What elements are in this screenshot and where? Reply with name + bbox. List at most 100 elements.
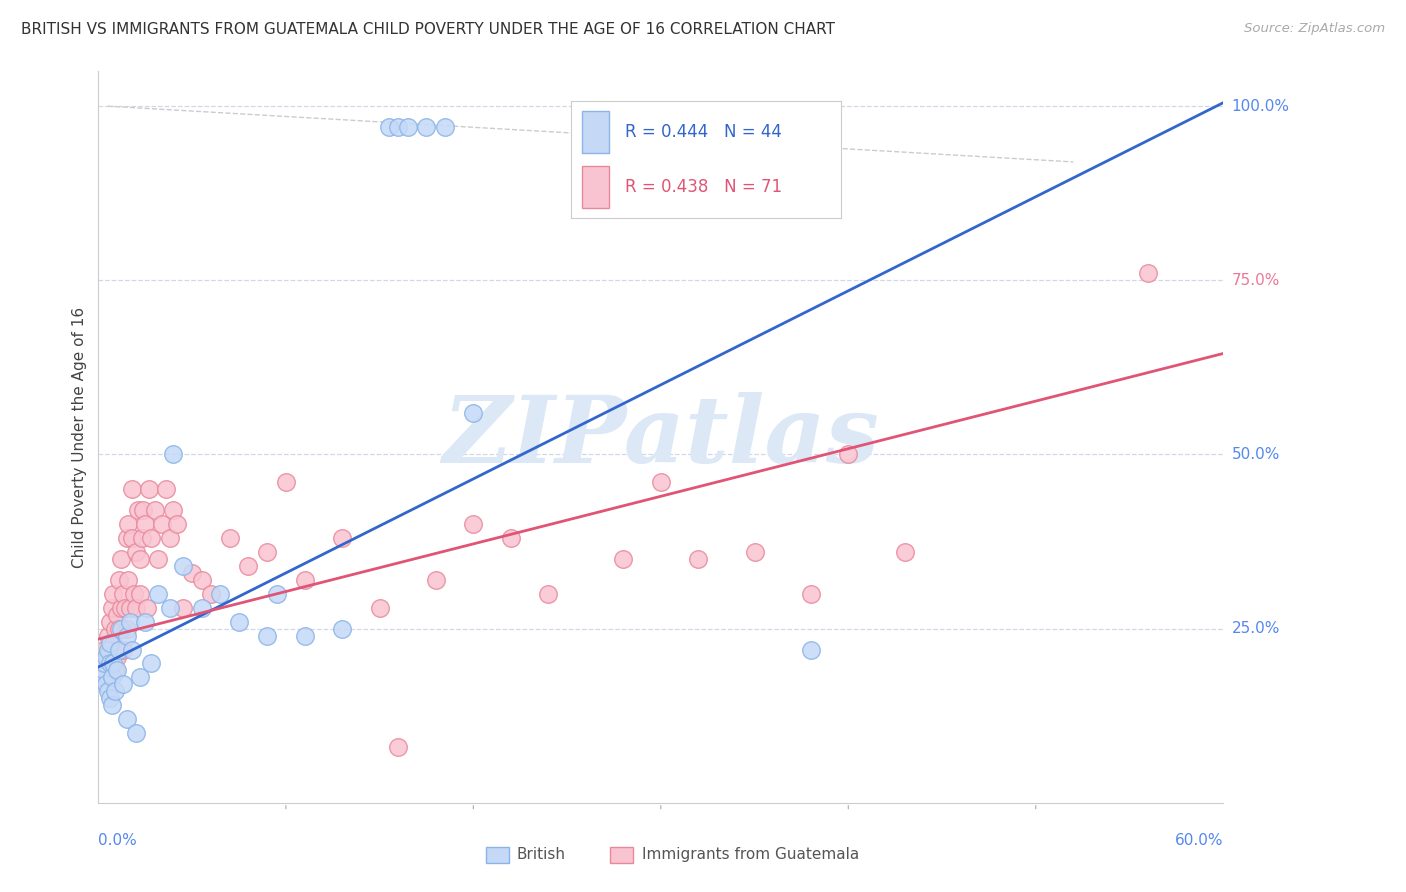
Point xyxy=(108,622,131,636)
Point xyxy=(100,657,122,671)
Point xyxy=(97,684,120,698)
Point xyxy=(104,684,127,698)
Point xyxy=(166,517,188,532)
Point xyxy=(132,503,155,517)
Point xyxy=(120,600,142,615)
Text: British: British xyxy=(517,847,565,862)
Point xyxy=(134,615,156,629)
Text: Source: ZipAtlas.com: Source: ZipAtlas.com xyxy=(1244,22,1385,36)
Point xyxy=(104,622,127,636)
Point xyxy=(110,600,132,615)
Point xyxy=(136,600,159,615)
Point xyxy=(115,712,138,726)
Point xyxy=(108,573,131,587)
Point xyxy=(148,587,170,601)
Point xyxy=(103,657,125,671)
Point xyxy=(612,552,634,566)
Point xyxy=(378,120,401,134)
Point xyxy=(103,587,125,601)
Point xyxy=(111,587,134,601)
Point xyxy=(125,545,148,559)
Point xyxy=(148,552,170,566)
Text: Immigrants from Guatemala: Immigrants from Guatemala xyxy=(641,847,859,862)
Text: 0.0%: 0.0% xyxy=(98,833,138,848)
Point xyxy=(121,483,143,497)
Point xyxy=(139,657,162,671)
Point xyxy=(114,600,136,615)
Point xyxy=(368,600,391,615)
Point xyxy=(105,649,128,664)
Point xyxy=(139,531,162,545)
Point xyxy=(190,600,212,615)
Point xyxy=(181,566,204,580)
Point xyxy=(98,657,121,671)
Point xyxy=(893,545,915,559)
Point xyxy=(103,635,125,649)
Point xyxy=(97,629,120,643)
Point xyxy=(131,531,153,545)
Point xyxy=(98,635,121,649)
Point xyxy=(100,698,122,713)
Point xyxy=(115,622,138,636)
Point xyxy=(159,600,181,615)
Text: BRITISH VS IMMIGRANTS FROM GUATEMALA CHILD POVERTY UNDER THE AGE OF 16 CORRELATI: BRITISH VS IMMIGRANTS FROM GUATEMALA CHI… xyxy=(21,22,835,37)
Point xyxy=(111,642,134,657)
Point xyxy=(97,642,120,657)
Text: 75.0%: 75.0% xyxy=(1232,273,1279,288)
Point xyxy=(1137,266,1160,280)
Point xyxy=(125,600,148,615)
Point xyxy=(650,475,672,490)
Point xyxy=(105,664,128,678)
Point xyxy=(155,483,177,497)
Point xyxy=(108,642,131,657)
Point xyxy=(415,120,437,134)
Point xyxy=(93,664,115,678)
Point xyxy=(105,607,128,622)
Point xyxy=(162,503,184,517)
Point xyxy=(688,552,710,566)
Point xyxy=(190,573,212,587)
Point xyxy=(128,670,150,684)
Point xyxy=(396,120,419,134)
Point xyxy=(218,531,240,545)
Point xyxy=(463,406,485,420)
Text: 60.0%: 60.0% xyxy=(1175,833,1223,848)
Point xyxy=(425,573,447,587)
Point xyxy=(115,629,138,643)
Text: 25.0%: 25.0% xyxy=(1232,621,1279,636)
Point xyxy=(104,664,127,678)
Point xyxy=(434,120,457,134)
Point xyxy=(94,657,117,671)
Point xyxy=(744,545,766,559)
Point xyxy=(93,657,115,671)
Point xyxy=(127,503,149,517)
Point xyxy=(94,677,117,691)
Point xyxy=(537,587,560,601)
Point xyxy=(837,448,859,462)
Point xyxy=(122,587,145,601)
Point xyxy=(98,642,121,657)
Point xyxy=(256,545,278,559)
Point xyxy=(387,120,409,134)
Point xyxy=(200,587,222,601)
Point xyxy=(228,615,250,629)
Point xyxy=(111,677,134,691)
Point xyxy=(117,573,139,587)
Point xyxy=(330,531,353,545)
Point xyxy=(800,587,823,601)
Point xyxy=(94,649,117,664)
Point xyxy=(387,740,409,755)
Point xyxy=(162,448,184,462)
Point xyxy=(117,517,139,532)
Point xyxy=(110,622,132,636)
Point xyxy=(128,587,150,601)
Point xyxy=(100,670,122,684)
Point xyxy=(266,587,288,601)
Point xyxy=(97,670,120,684)
Point xyxy=(150,517,173,532)
Point xyxy=(121,531,143,545)
Point xyxy=(330,622,353,636)
Point xyxy=(172,600,194,615)
Point xyxy=(91,670,114,684)
Point xyxy=(463,517,485,532)
